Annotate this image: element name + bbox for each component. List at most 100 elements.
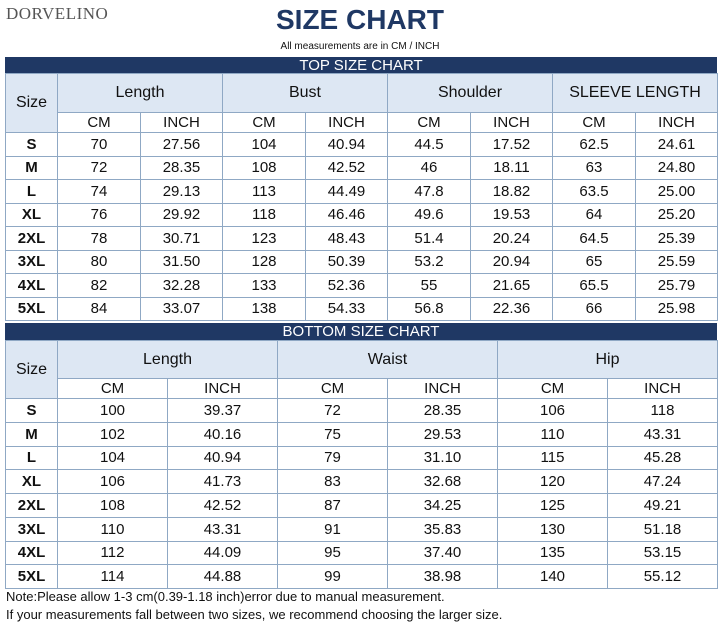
value-cell: 18.11 [470,155,553,180]
value-cell: 65 [552,249,636,274]
size-cell: XL [5,202,58,227]
value-cell: 21.65 [470,273,553,298]
group-header: Bust [222,73,388,113]
title: SIZE CHART [276,4,444,35]
value-cell: 39.37 [167,398,278,423]
value-cell: 95 [277,540,388,566]
value-cell: 34.25 [387,493,498,518]
value-cell: 24.80 [635,155,718,180]
brand-logo: DORVELINO [6,4,109,23]
value-cell: 62.5 [552,132,636,157]
value-cell: 56.8 [387,296,471,321]
value-cell: 38.98 [387,564,498,589]
value-cell: 32.28 [140,273,223,298]
value-cell: 100 [57,398,168,423]
value-cell: 91 [277,516,388,542]
value-cell: 82 [57,273,141,298]
value-cell: 115 [497,445,608,471]
value-cell: 41.73 [167,469,278,494]
value-cell: 118 [222,202,306,227]
size-cell: L [5,179,58,204]
unit-header: CM [497,378,608,399]
value-cell: 53.15 [607,540,718,566]
value-cell: 40.16 [167,421,278,447]
value-cell: 65.5 [552,273,636,298]
value-cell: 79 [277,445,388,471]
value-cell: 47.8 [387,179,471,204]
value-cell: 135 [497,540,608,566]
unit-header: INCH [140,112,223,133]
value-cell: 106 [497,398,608,423]
value-cell: 140 [497,564,608,589]
value-cell: 19.53 [470,202,553,227]
size-cell: 5XL [5,564,58,589]
value-cell: 104 [222,132,306,157]
value-cell: 50.39 [305,249,388,274]
value-cell: 51.4 [387,226,471,251]
size-cell: 2XL [5,493,58,518]
value-cell: 28.35 [387,398,498,423]
value-cell: 20.24 [470,226,553,251]
value-cell: 55 [387,273,471,298]
value-cell: 44.49 [305,179,388,204]
unit-header: INCH [305,112,388,133]
value-cell: 83 [277,469,388,494]
value-cell: 125 [497,493,608,518]
size-cell: XL [5,469,58,494]
unit-header: INCH [470,112,553,133]
size-cell: M [5,155,58,180]
value-cell: 35.83 [387,516,498,542]
size-cell: L [5,445,58,471]
value-cell: 118 [607,398,718,423]
value-cell: 138 [222,296,306,321]
value-cell: 20.94 [470,249,553,274]
unit-header: INCH [635,112,718,133]
size-cell: 4XL [5,540,58,566]
value-cell: 49.6 [387,202,471,227]
value-cell: 25.00 [635,179,718,204]
value-cell: 72 [57,155,141,180]
value-cell: 47.24 [607,469,718,494]
value-cell: 87 [277,493,388,518]
value-cell: 130 [497,516,608,542]
value-cell: 31.50 [140,249,223,274]
value-cell: 99 [277,564,388,589]
value-cell: 49.21 [607,493,718,518]
value-cell: 27.56 [140,132,223,157]
value-cell: 120 [497,469,608,494]
value-cell: 54.33 [305,296,388,321]
group-header: Shoulder [387,73,553,113]
unit-header: CM [277,378,388,399]
value-cell: 32.68 [387,469,498,494]
value-cell: 63 [552,155,636,180]
group-header: Length [57,73,223,113]
value-cell: 40.94 [305,132,388,157]
size-cell: S [5,398,58,423]
subtitle: All measurements are in CM / INCH [280,41,440,52]
value-cell: 110 [497,421,608,447]
value-cell: 29.92 [140,202,223,227]
value-cell: 25.20 [635,202,718,227]
value-cell: 46.46 [305,202,388,227]
value-cell: 37.40 [387,540,498,566]
value-cell: 114 [57,564,168,589]
value-cell: 63.5 [552,179,636,204]
size-cell: S [5,132,58,157]
unit-header: CM [387,112,471,133]
size-cell: 2XL [5,226,58,251]
group-header: SLEEVE LENGTH [552,73,718,113]
value-cell: 133 [222,273,306,298]
size-cell: 4XL [5,273,58,298]
value-cell: 76 [57,202,141,227]
size-header: Size [5,340,58,399]
unit-header: INCH [387,378,498,399]
value-cell: 25.39 [635,226,718,251]
value-cell: 44.88 [167,564,278,589]
size-cell: 3XL [5,516,58,542]
unit-header: CM [552,112,636,133]
value-cell: 64.5 [552,226,636,251]
value-cell: 112 [57,540,168,566]
value-cell: 44.5 [387,132,471,157]
value-cell: 46 [387,155,471,180]
